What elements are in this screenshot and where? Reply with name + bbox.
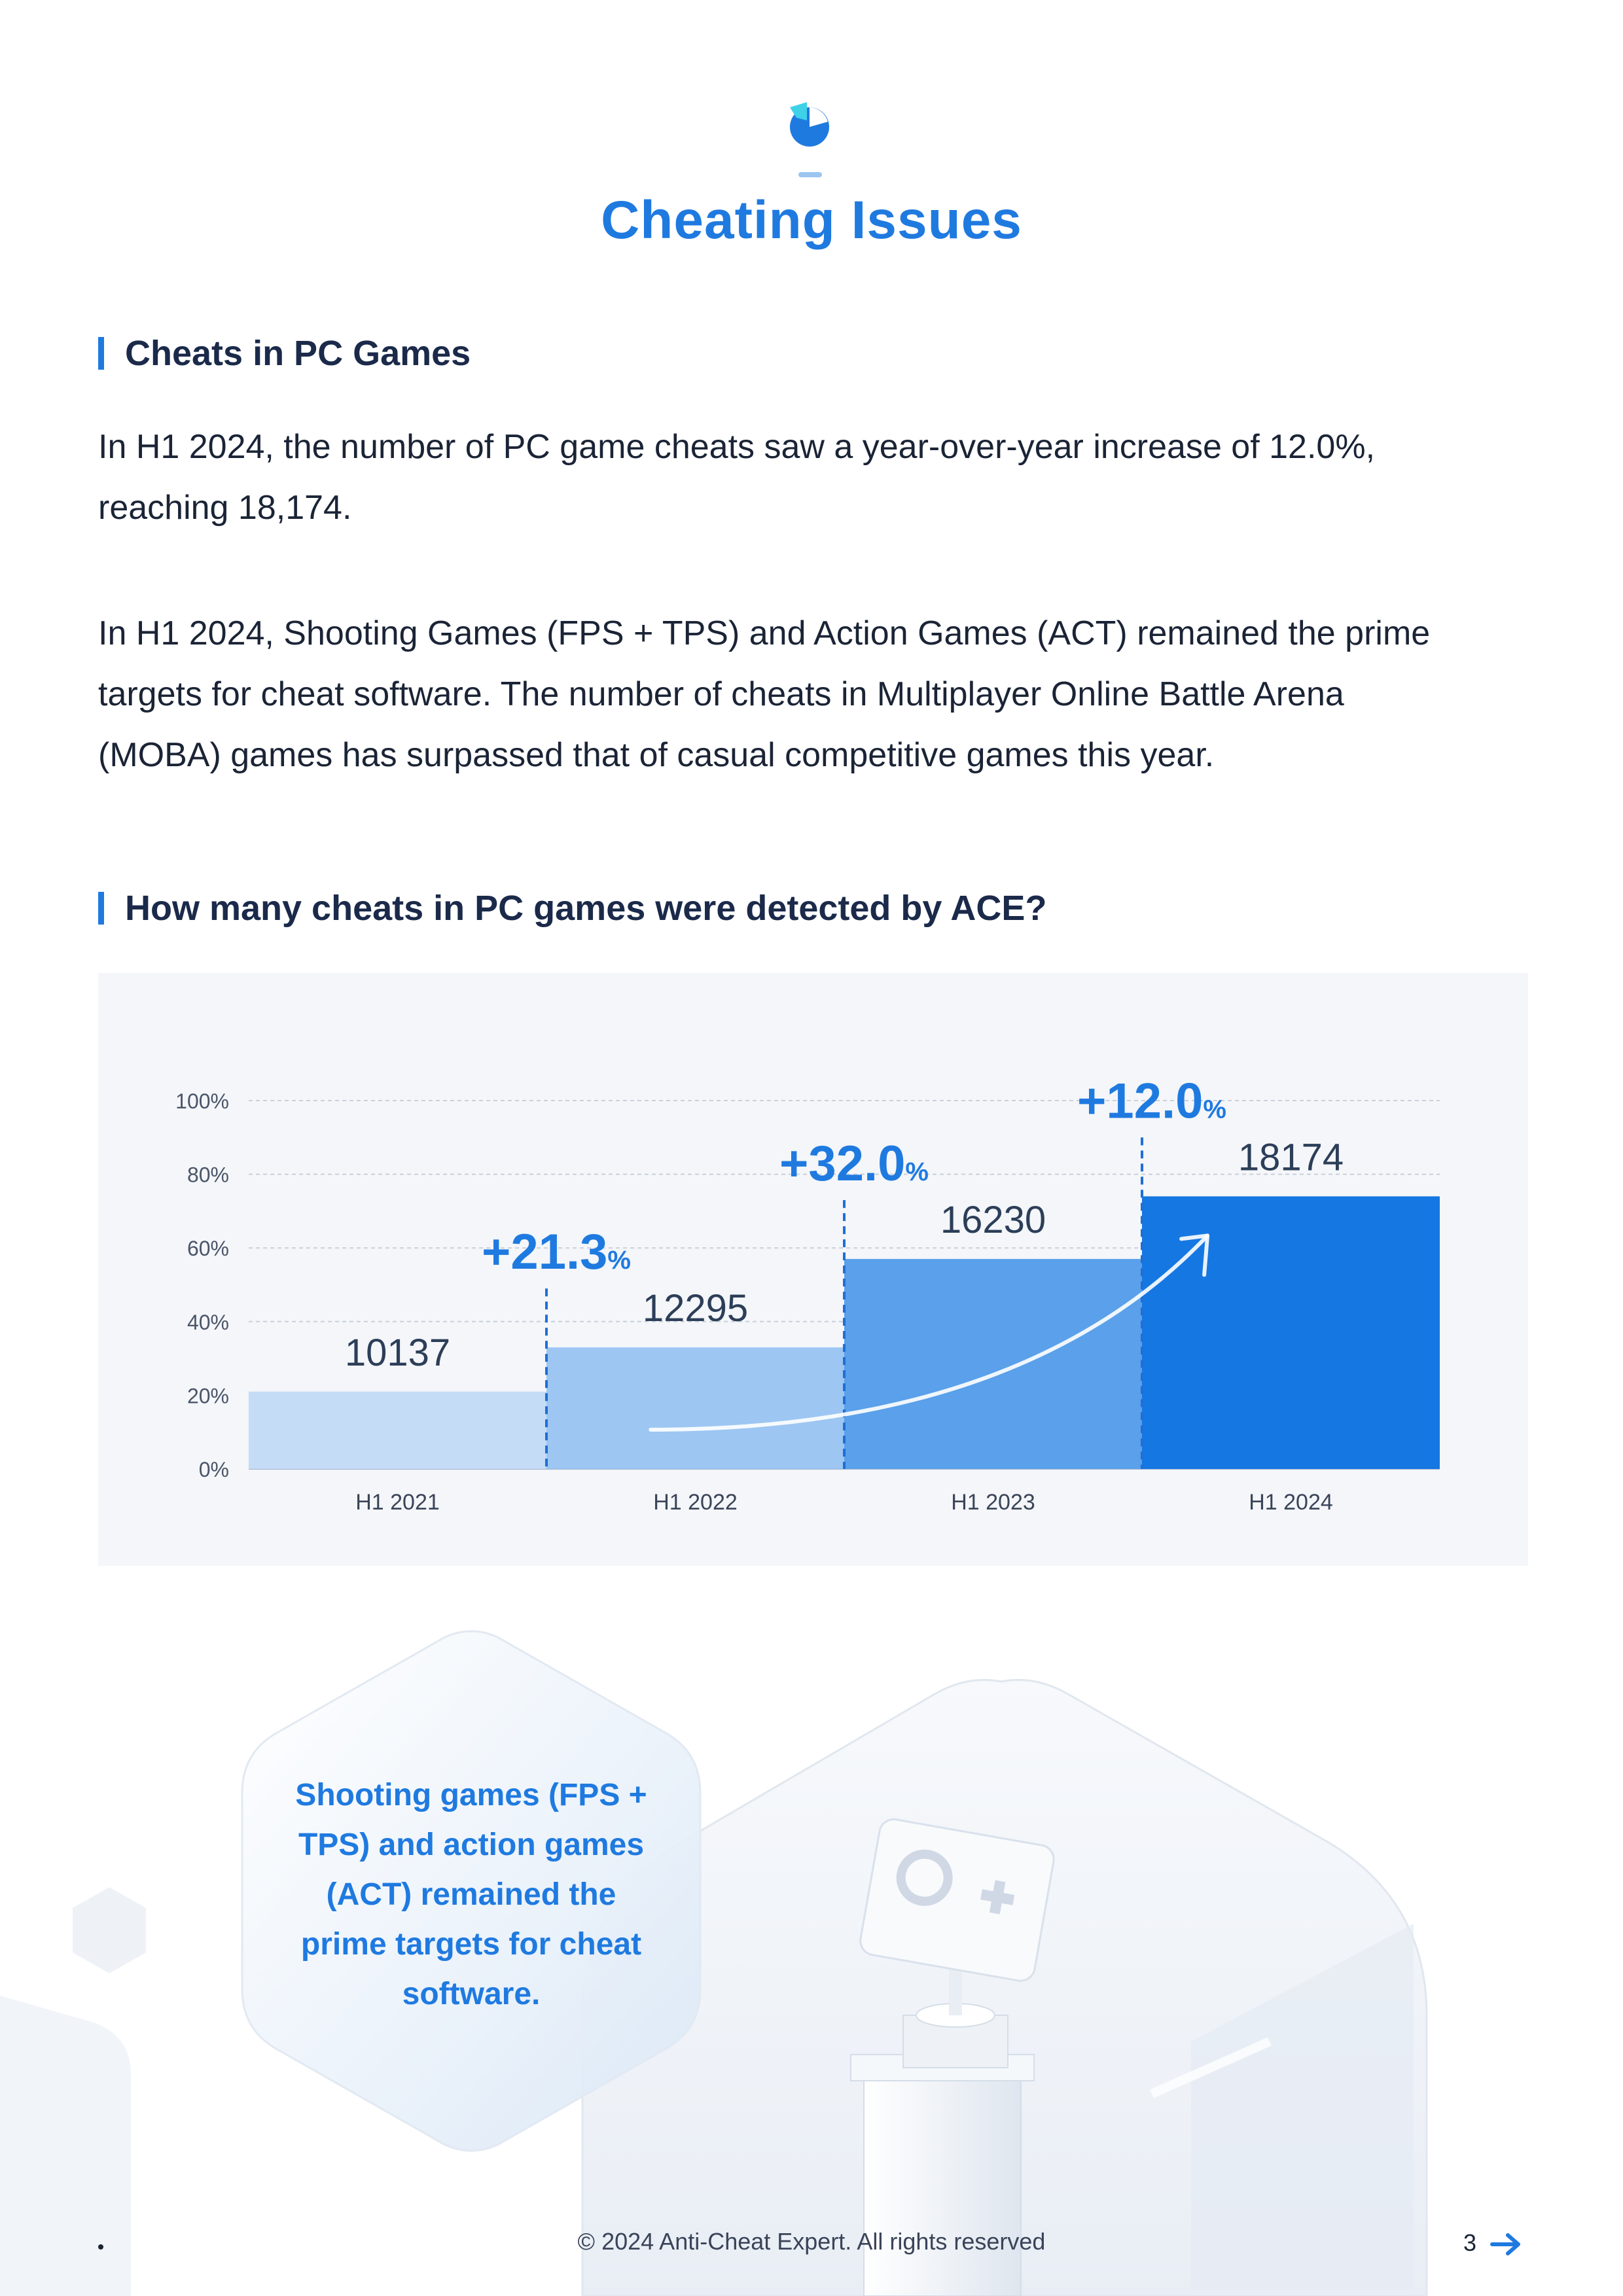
heading-accent-bar bbox=[98, 892, 104, 925]
arrow-right-icon[interactable] bbox=[1489, 2231, 1522, 2257]
game-controller-illustration bbox=[581, 1678, 1428, 2296]
pie-chart-logo-icon bbox=[790, 102, 829, 147]
section-heading-detected: How many cheats in PC games were detecte… bbox=[98, 889, 1046, 928]
y-tick-label: 20% bbox=[187, 1384, 229, 1407]
bar bbox=[249, 1391, 546, 1469]
growth-label: +21.3% bbox=[482, 1224, 631, 1280]
y-tick-label: 100% bbox=[175, 1089, 229, 1113]
x-tick-label: H1 2021 bbox=[355, 1490, 440, 1515]
x-tick-label: H1 2022 bbox=[653, 1490, 738, 1515]
paragraph-line: In H1 2024, the number of PC game cheats… bbox=[98, 428, 1376, 466]
footer-dot bbox=[98, 2244, 103, 2250]
section-heading-pc-games: Cheats in PC Games bbox=[98, 334, 471, 373]
callout-line: TPS) and action games bbox=[298, 1828, 645, 1862]
bar-value-label: 16230 bbox=[940, 1199, 1046, 1241]
paragraph-yoy-increase: In H1 2024, the number of PC game cheats… bbox=[98, 417, 1538, 539]
bar bbox=[546, 1347, 844, 1469]
bar bbox=[844, 1259, 1142, 1469]
x-tick-label: H1 2023 bbox=[951, 1490, 1035, 1515]
heading-accent-bar bbox=[98, 337, 104, 370]
growth-label: +32.0% bbox=[779, 1136, 929, 1192]
growth-unit: % bbox=[607, 1246, 631, 1275]
section-heading-text: How many cheats in PC games were detecte… bbox=[125, 889, 1047, 928]
y-tick-label: 0% bbox=[199, 1458, 229, 1481]
chart-panel: 0% 20% 40% 60% 80% 100% 10137 H1 2021 12295 H1 20… bbox=[98, 973, 1528, 1566]
bar-value-label: 10137 bbox=[345, 1332, 450, 1374]
y-tick-label: 60% bbox=[187, 1237, 229, 1260]
page-title: Cheating Issues bbox=[601, 190, 1022, 250]
small-hexagon-shape bbox=[73, 1887, 146, 1973]
y-tick-label: 40% bbox=[187, 1311, 229, 1334]
growth-unit: % bbox=[1203, 1095, 1226, 1123]
bar bbox=[1142, 1196, 1440, 1469]
page-number: 3 bbox=[1463, 2229, 1477, 2256]
bar-value-label: 12295 bbox=[643, 1287, 748, 1330]
callout-text: Shooting games (FPS + TPS) and action ga… bbox=[275, 1771, 668, 2019]
paragraph-line: (MOBA) games has surpassed that of casua… bbox=[98, 736, 1215, 774]
growth-unit: % bbox=[905, 1157, 929, 1186]
trend-arrow-line bbox=[649, 1233, 1210, 1432]
footer-copyright: © 2024 Anti-Cheat Expert. All rights res… bbox=[577, 2228, 1046, 2255]
paragraph-prime-targets: In H1 2024, Shooting Games (FPS + TPS) a… bbox=[98, 603, 1538, 786]
callout-line: Shooting games (FPS + bbox=[295, 1778, 647, 1812]
callout-hexagon bbox=[241, 1630, 702, 2152]
growth-label: +12.0% bbox=[1077, 1073, 1226, 1129]
callout-line: prime targets for cheat bbox=[300, 1927, 642, 1962]
bar-value-label: 18174 bbox=[1238, 1136, 1344, 1178]
callout-line: (ACT) remained the bbox=[326, 1877, 616, 1912]
background-hexagon-shape bbox=[0, 1996, 131, 2296]
title-accent-bar bbox=[798, 172, 822, 177]
callout-line: software. bbox=[402, 1977, 541, 2011]
paragraph-line: In H1 2024, Shooting Games (FPS + TPS) a… bbox=[98, 614, 1431, 652]
x-tick-label: H1 2024 bbox=[1249, 1490, 1333, 1515]
paragraph-line: reaching 18,174. bbox=[98, 489, 352, 527]
paragraph-line: targets for cheat software. The number o… bbox=[98, 675, 1344, 713]
section-heading-text: Cheats in PC Games bbox=[125, 334, 471, 373]
trend-arrow-head bbox=[1179, 1233, 1210, 1277]
cheats-bar-chart: 0% 20% 40% 60% 80% 100% 10137 H1 2021 12295 H1 20… bbox=[175, 1073, 1440, 1515]
y-tick-label: 80% bbox=[187, 1163, 229, 1187]
